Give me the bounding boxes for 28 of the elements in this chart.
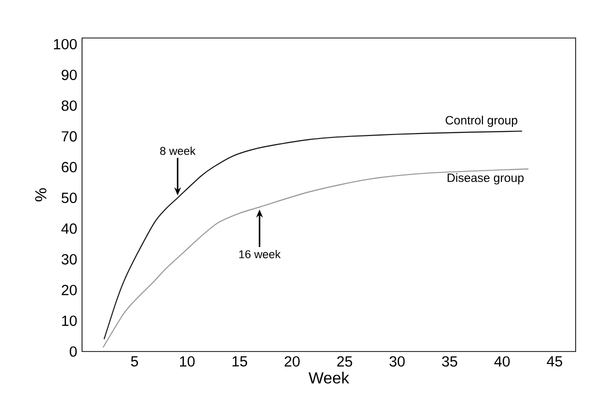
x-tick-label: 40 — [494, 356, 510, 367]
y-tick-label: 30 — [62, 254, 77, 265]
line-series — [104, 130, 523, 340]
y-tick-label: 40 — [61, 224, 77, 234]
y-tick-label: 0 — [70, 346, 77, 357]
x-axis-title: Week — [308, 372, 350, 384]
x-tick-label: 20 — [284, 356, 300, 367]
series-label: Disease group — [448, 173, 524, 185]
y-tick-label: 50 — [62, 192, 77, 204]
x-tick-label: 15 — [232, 356, 248, 367]
x-tick-label: 30 — [390, 356, 405, 367]
y-tick-label: 80 — [62, 100, 77, 112]
y-tick-label: 10 — [62, 316, 77, 326]
y-tick-label: 20 — [62, 285, 77, 296]
x-tick-label: 5 — [131, 356, 138, 367]
line-series — [102, 168, 529, 348]
x-tick-label: 25 — [337, 356, 352, 367]
y-tick-label: 60 — [62, 162, 77, 173]
series-label: Control group — [446, 116, 518, 128]
annotation: 8 week — [160, 146, 196, 156]
y-tick-label: 90 — [62, 70, 77, 80]
x-tick-label: 35 — [442, 356, 458, 367]
y-tick-label: 100 — [54, 39, 77, 50]
x-tick-label: 10 — [180, 356, 195, 367]
y-axis-title: % — [35, 188, 46, 202]
annotation: 16 week — [239, 250, 281, 258]
x-tick-label: 45 — [546, 356, 562, 367]
y-tick-label: 70 — [62, 131, 77, 142]
